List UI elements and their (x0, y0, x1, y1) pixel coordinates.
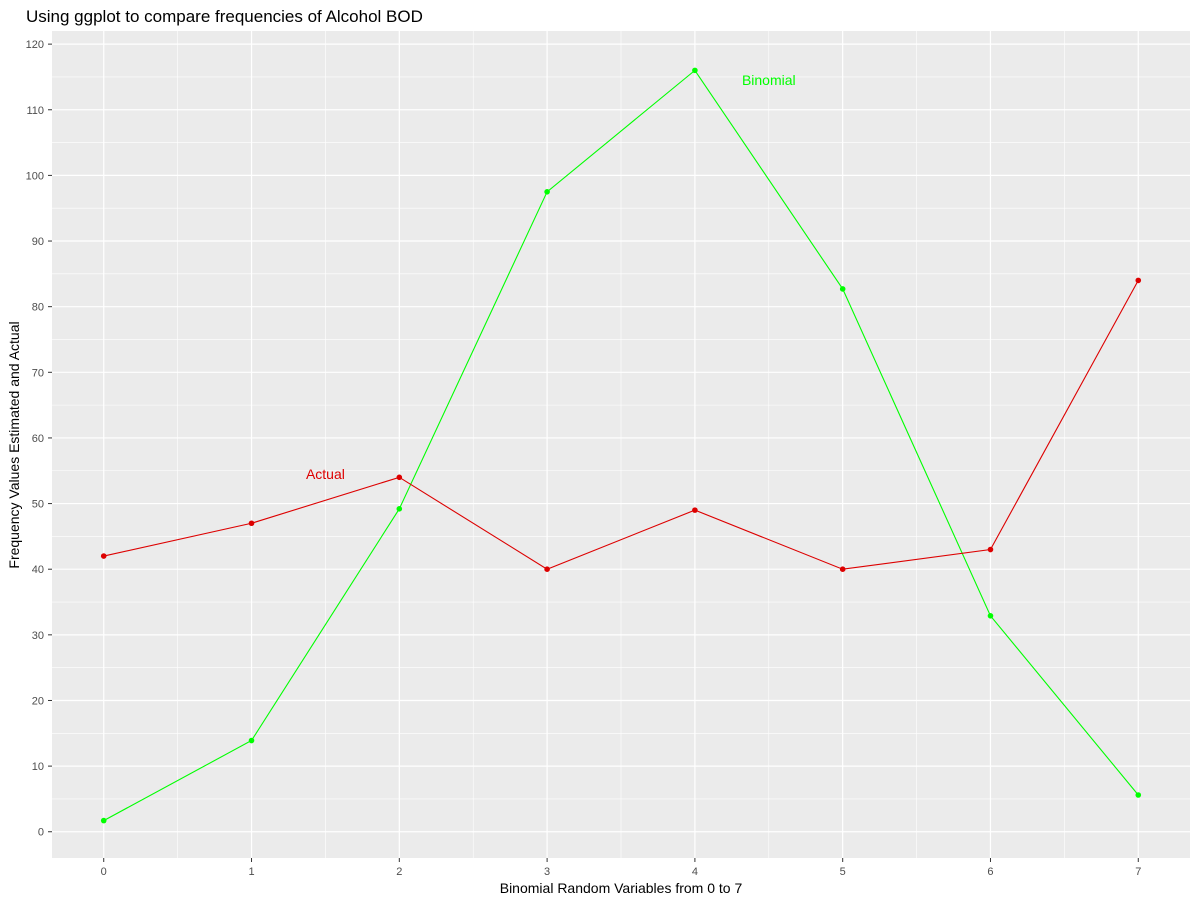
y-axis-title: Frequency Values Estimated and Actual (6, 321, 22, 568)
x-tick-label: 0 (101, 866, 107, 878)
y-tick-label: 110 (26, 105, 44, 117)
y-tick-label: 50 (32, 499, 44, 511)
binomial-point (1135, 792, 1142, 798)
binomial-point (544, 189, 550, 195)
series-lines (103, 69, 1139, 822)
x-tick-label: 1 (248, 866, 254, 878)
binomial-point (839, 286, 846, 292)
annotation-actual: Actual (306, 466, 345, 482)
x-tick-label: 4 (692, 866, 698, 878)
binomial-point (987, 613, 994, 619)
grid-lines (52, 31, 1190, 858)
x-tick-label: 7 (1135, 866, 1141, 878)
x-tick-label: 5 (840, 866, 846, 878)
actual-point (987, 546, 994, 553)
y-tick-label: 90 (32, 236, 44, 248)
binomial-point (100, 817, 107, 824)
actual-point (100, 553, 107, 559)
x-tick-label: 2 (396, 866, 402, 878)
actual-point (396, 474, 403, 481)
binomial-point (248, 737, 255, 744)
y-axis-ticks: 0 10 20 30 40 50 60 70 80 90 100 110 120 (26, 39, 52, 839)
series-points (100, 67, 1142, 824)
y-tick-label: 10 (32, 761, 44, 773)
y-tick-label: 20 (32, 695, 44, 707)
actual-point (1135, 277, 1142, 284)
x-tick-label: 6 (987, 866, 993, 878)
binomial-series-line (103, 69, 1139, 822)
chart-title: Using ggplot to compare frequencies of A… (26, 7, 423, 26)
y-tick-label: 0 (38, 827, 44, 839)
x-axis-title: Binomial Random Variables from 0 to 7 (500, 880, 743, 896)
actual-point (839, 566, 846, 573)
y-tick-label: 70 (32, 367, 44, 379)
actual-point (692, 507, 698, 513)
actual-point (248, 520, 255, 527)
x-axis-ticks: 0 1 2 3 4 5 6 7 (101, 858, 1141, 878)
binomial-point (692, 67, 698, 74)
actual-point (544, 566, 550, 573)
annotation-binomial: Binomial (742, 72, 796, 88)
y-tick-label: 60 (32, 433, 44, 445)
y-tick-label: 80 (32, 302, 44, 314)
actual-series-line (103, 280, 1139, 570)
y-tick-label: 30 (32, 630, 44, 642)
y-tick-label: 100 (26, 170, 44, 182)
binomial-point (396, 506, 403, 512)
y-tick-label: 40 (32, 564, 44, 576)
annotations: Binomial Actual (306, 72, 796, 482)
x-tick-label: 3 (544, 866, 550, 878)
y-tick-label: 120 (26, 39, 44, 51)
